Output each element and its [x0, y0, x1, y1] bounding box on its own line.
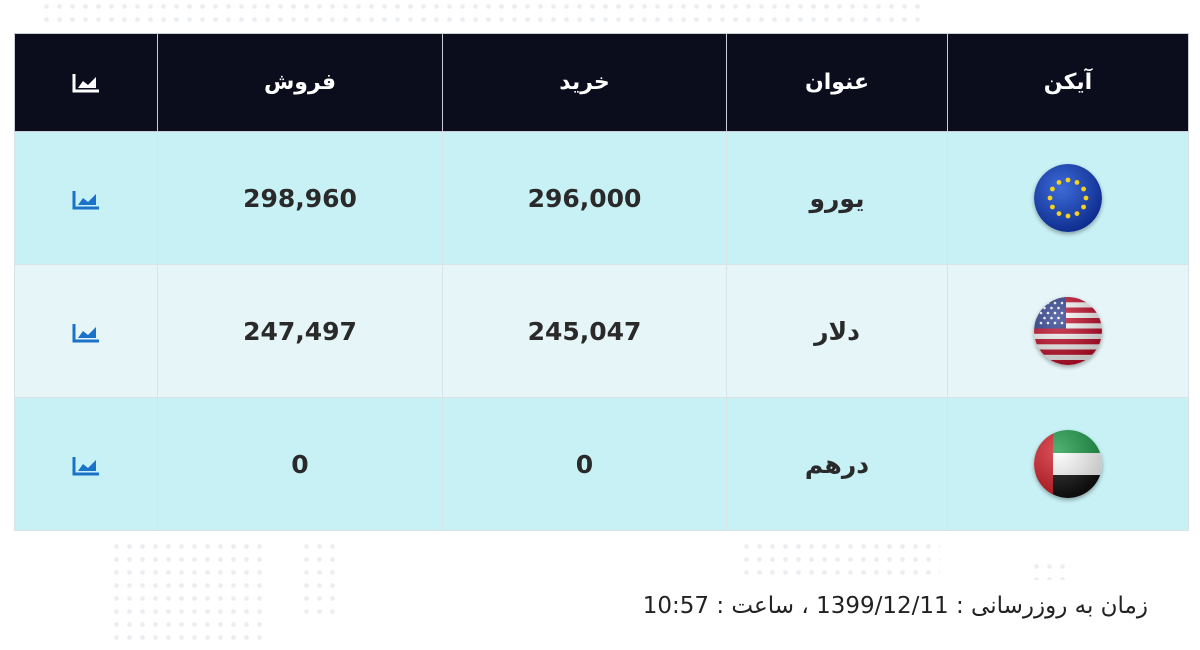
header-icon: آیکن: [947, 33, 1189, 132]
currency-name: دلار: [726, 264, 948, 398]
currency-name: یورو: [726, 131, 948, 265]
chart-cell[interactable]: [14, 264, 158, 398]
update-label: زمان به روزرسانی :: [955, 593, 1148, 619]
currency-rate-table: آیکن عنوان خرید فروش: [14, 33, 1189, 531]
flag-cell: [947, 397, 1189, 531]
sell-price: 298,960: [157, 131, 443, 265]
flag-cell: [947, 131, 1189, 265]
table-row: درهم 0 0: [14, 397, 1189, 531]
background-pattern: [110, 540, 270, 640]
update-time-label: ، ساعت :: [716, 593, 809, 619]
chart-cell[interactable]: [14, 397, 158, 531]
table-header-row: آیکن عنوان خرید فروش: [14, 33, 1189, 132]
buy-price: 296,000: [442, 131, 727, 265]
background-pattern: [300, 540, 340, 620]
chart-line-icon[interactable]: [71, 455, 101, 477]
us-flag-icon: [1034, 297, 1102, 365]
table-row: دلار 245,047 247,497: [14, 264, 1189, 398]
table-row: یورو 296,000 298,960: [14, 131, 1189, 265]
header-sell: فروش: [157, 33, 443, 132]
sell-price: 247,497: [157, 264, 443, 398]
background-pattern: [1030, 560, 1070, 580]
eu-flag-icon: [1034, 164, 1102, 232]
buy-price: 245,047: [442, 264, 727, 398]
uae-flag-icon: [1034, 430, 1102, 498]
header-chart: [14, 33, 158, 132]
last-update-info: زمان به روزرسانی : 1399/12/11 ، ساعت : 1…: [643, 593, 1148, 619]
chart-line-icon: [71, 72, 101, 94]
update-date: 1399/12/11: [816, 593, 949, 619]
background-pattern: [740, 540, 940, 580]
chart-cell[interactable]: [14, 131, 158, 265]
background-pattern: [40, 0, 920, 30]
flag-cell: [947, 264, 1189, 398]
header-title: عنوان: [726, 33, 948, 132]
update-time: 10:57: [642, 593, 710, 619]
buy-price: 0: [442, 397, 727, 531]
chart-line-icon[interactable]: [71, 189, 101, 211]
sell-price: 0: [157, 397, 443, 531]
currency-name: درهم: [726, 397, 948, 531]
header-buy: خرید: [442, 33, 727, 132]
chart-line-icon[interactable]: [71, 322, 101, 344]
